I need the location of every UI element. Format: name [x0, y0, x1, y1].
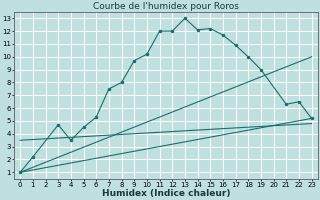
X-axis label: Humidex (Indice chaleur): Humidex (Indice chaleur) — [102, 189, 230, 198]
Title: Courbe de l'humidex pour Roros: Courbe de l'humidex pour Roros — [93, 2, 239, 11]
